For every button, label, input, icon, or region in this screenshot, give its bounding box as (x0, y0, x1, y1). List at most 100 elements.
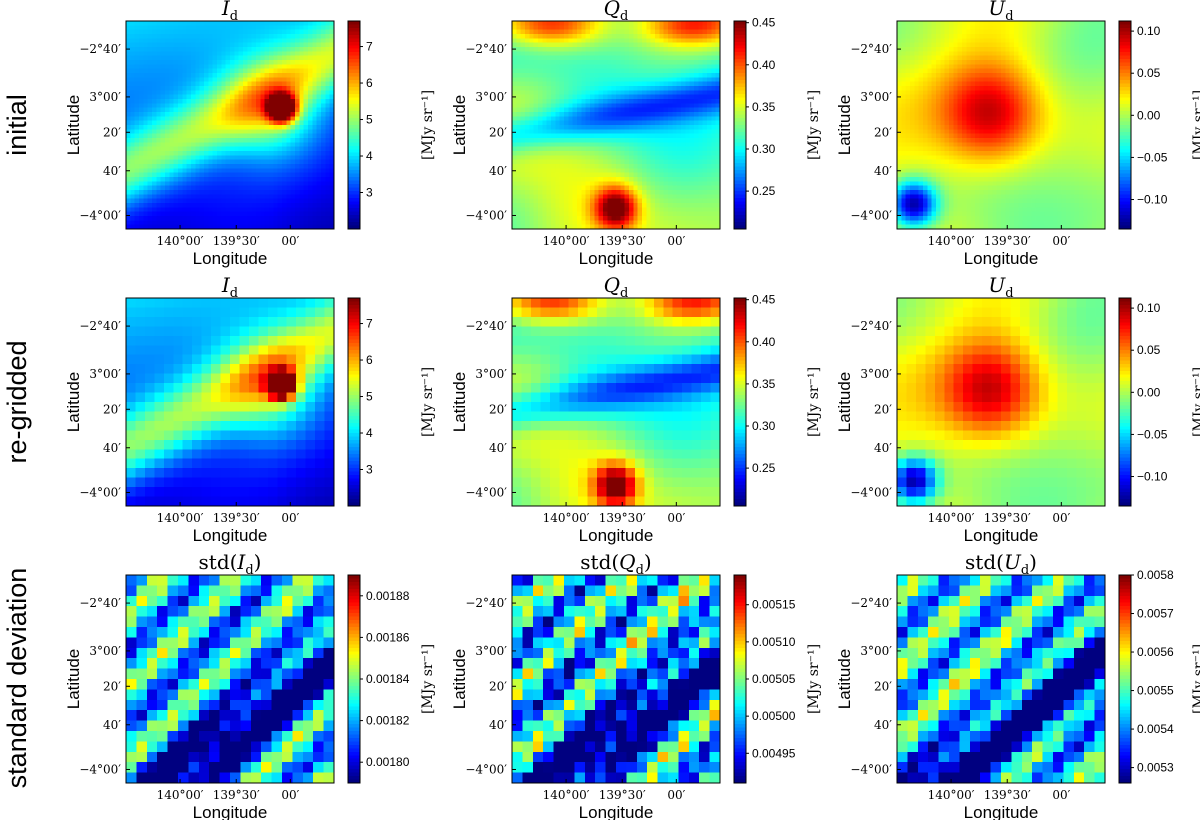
heatmap-cell (238, 107, 244, 113)
heatmap-cell (572, 220, 578, 226)
heatmap-cell (551, 112, 556, 117)
heatmap-cell (243, 155, 248, 161)
heatmap-cell (581, 107, 587, 113)
heatmap-cell (663, 146, 669, 152)
heatmap-cell (225, 107, 231, 113)
colorbar-segment (734, 215, 746, 220)
heatmap-cell (204, 198, 209, 204)
heatmap-cell (1087, 34, 1093, 39)
heatmap-cell (225, 103, 231, 109)
heatmap-cell (243, 73, 248, 78)
heatmap-cell (191, 142, 196, 148)
heatmap-cell (225, 47, 231, 52)
heatmap-cell (143, 90, 149, 96)
heatmap-cell (191, 103, 196, 109)
heatmap-cell (260, 194, 266, 200)
heatmap-cell (711, 129, 717, 135)
heatmap-cell (611, 112, 617, 117)
heatmap-cell (277, 125, 283, 130)
heatmap-cell (611, 133, 617, 139)
heatmap-cell (221, 198, 227, 204)
heatmap-cell (290, 34, 296, 39)
heatmap-cell (559, 220, 565, 226)
heatmap-cell (303, 99, 309, 104)
colorbar-segment (734, 107, 746, 112)
heatmap-cell (607, 81, 613, 87)
heatmap-cell (663, 99, 669, 104)
heatmap-cell (238, 99, 244, 104)
heatmap-cell (616, 133, 621, 139)
heatmap-cell (134, 151, 140, 156)
heatmap-cell (927, 21, 933, 26)
heatmap-cell (676, 185, 682, 191)
heatmap-cell (303, 207, 309, 213)
heatmap-cell (295, 146, 300, 152)
heatmap-cell (286, 177, 292, 182)
heatmap-cell (247, 42, 253, 48)
heatmap-cell (282, 207, 287, 213)
heatmap-cell (533, 34, 539, 39)
heatmap-cell (585, 47, 591, 52)
heatmap-cell (611, 211, 617, 217)
heatmap-cell (230, 77, 235, 83)
heatmap-cell (633, 190, 639, 195)
heatmap-cell (182, 34, 188, 39)
heatmap-cell (655, 125, 660, 130)
heatmap-cell (212, 190, 218, 195)
heatmap-cell (264, 94, 270, 100)
heatmap-cell (685, 146, 691, 152)
heatmap-cell (577, 155, 582, 161)
heatmap-cell (668, 60, 673, 65)
heatmap-cell (186, 86, 192, 91)
heatmap-cell (715, 220, 721, 226)
heatmap-cell (525, 86, 530, 91)
heatmap-cell (130, 47, 136, 52)
heatmap-cell (685, 159, 691, 165)
heatmap-cell (707, 25, 712, 31)
heatmap-cell (325, 133, 331, 139)
heatmap-cell (711, 172, 717, 178)
heatmap-cell (590, 120, 595, 126)
heatmap-cell (698, 207, 704, 213)
heatmap-cell (590, 190, 595, 195)
heatmap-cell (308, 142, 313, 148)
colorbar-segment (348, 48, 360, 53)
heatmap-cell (273, 42, 279, 48)
heatmap-cell (143, 146, 149, 152)
heatmap-cell (629, 34, 634, 39)
heatmap-cell (923, 29, 928, 35)
heatmap-cell (303, 120, 309, 126)
heatmap-cell (663, 185, 669, 191)
heatmap-cell (672, 103, 678, 109)
heatmap-cell (230, 155, 235, 161)
heatmap-cell (581, 21, 587, 26)
heatmap-cell (529, 159, 535, 165)
heatmap-cell (668, 25, 673, 31)
heatmap-cell (525, 216, 530, 221)
heatmap-cell (1087, 29, 1093, 35)
heatmap-cell (672, 107, 678, 113)
heatmap-cell (551, 155, 556, 161)
heatmap-cell (329, 211, 335, 217)
heatmap-cell (199, 133, 205, 139)
heatmap-cell (672, 90, 678, 96)
heatmap-cell (308, 73, 313, 78)
heatmap-cell (134, 112, 140, 117)
heatmap-cell (225, 129, 231, 135)
heatmap-cell (659, 138, 665, 143)
heatmap-cell (577, 25, 582, 31)
heatmap-cell (247, 55, 253, 61)
heatmap-cell (555, 60, 561, 65)
heatmap-cell (624, 142, 630, 148)
heatmap-cell (277, 155, 283, 161)
heatmap-cell (533, 21, 539, 26)
heatmap-cell (243, 116, 248, 122)
heatmap-cell (655, 103, 660, 109)
heatmap-cell (715, 155, 721, 161)
heatmap-cell (616, 216, 621, 221)
heatmap-cell (186, 168, 192, 174)
heatmap-cell (169, 107, 175, 113)
heatmap-cell (212, 99, 218, 104)
heatmap-cell (529, 172, 535, 178)
heatmap-cell (264, 99, 270, 104)
